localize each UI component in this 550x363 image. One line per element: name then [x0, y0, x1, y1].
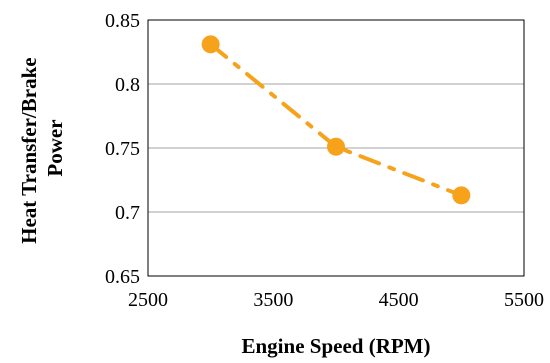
y-tick-label: 0.8: [115, 74, 140, 96]
data-point: [327, 137, 345, 156]
data-point: [201, 35, 220, 54]
x-axis-ticks: 2500 3500 4500 5500: [128, 289, 544, 311]
x-tick-label: 2500: [128, 289, 168, 311]
plot-area-border: [147, 19, 525, 277]
series-group: [201, 35, 471, 205]
x-axis-title: Engine Speed (RPM): [242, 334, 431, 358]
y-tick-label: 0.85: [105, 10, 140, 32]
x-tick-label: 4500: [379, 289, 419, 311]
x-tick-label: 3500: [253, 289, 293, 311]
y-tick-label: 0.75: [105, 138, 140, 160]
y-tick-label: 0.65: [105, 266, 140, 288]
y-axis-title: Heat Transfer/Brake Power: [17, 52, 67, 244]
y-axis-title-line-2: Power: [43, 119, 67, 176]
series-line-0: [208, 42, 464, 198]
x-tick-label: 5500: [504, 289, 544, 311]
data-point: [452, 186, 471, 205]
y-tick-label: 0.7: [115, 202, 140, 224]
y-axis-ticks: 0.65 0.7 0.75 0.8 0.85: [105, 10, 140, 288]
y-axis-title-line-1: Heat Transfer/Brake: [17, 57, 41, 243]
